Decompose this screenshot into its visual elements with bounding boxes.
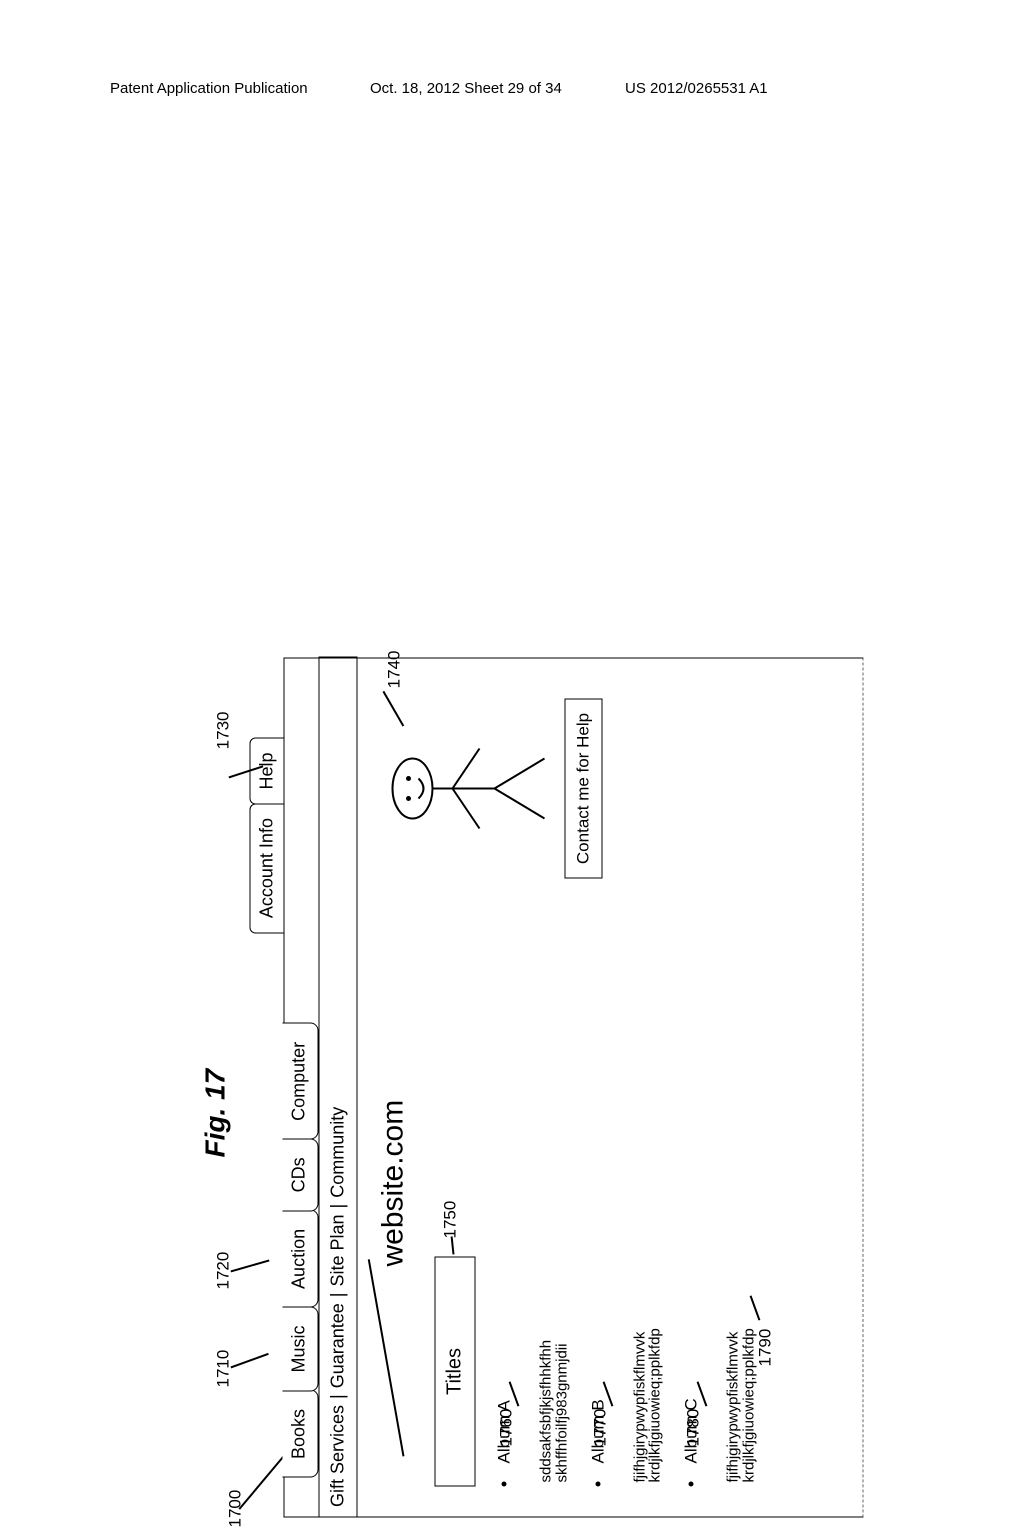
titles-box: Titles <box>435 1257 476 1487</box>
ref-1780: 1780 <box>684 1409 703 1447</box>
header-right: US 2012/0265531 A1 <box>625 80 768 97</box>
ref-1760: 1760 <box>497 1409 516 1447</box>
top-tabs: Account Info Help <box>250 738 284 932</box>
ref-1790: 1790 <box>755 1329 774 1367</box>
tab-auction[interactable]: Auction <box>283 1210 319 1308</box>
subnav-guarantee[interactable]: Guarantee <box>328 1303 349 1388</box>
lead-1710a <box>231 1353 269 1368</box>
tab-music[interactable]: Music <box>283 1306 319 1391</box>
album-a: Album A 1760 sddsakfsbfjkjsfhhkfhhskhffh… <box>495 1187 571 1487</box>
lead-sitename <box>368 1259 404 1456</box>
ref-1730: 1730 <box>214 712 234 750</box>
stickfigure-icon <box>385 729 555 849</box>
contact-help-button[interactable]: Contact me for Help <box>565 699 603 879</box>
tab-computer[interactable]: Computer <box>283 1023 319 1140</box>
header-left: Patent Application Publication <box>110 80 308 97</box>
lead-1750 <box>451 1236 454 1254</box>
album-a-desc: sddsakfsbfjkjsfhhkfhhskhffhfoilfj983gnmj… <box>539 1187 571 1483</box>
figure-17-diagram: Fig. 17 Account Info Help 1700 1710 1720… <box>250 618 900 1518</box>
helper-assistant: Contact me for Help <box>385 699 603 879</box>
ref-1750: 1750 <box>441 1201 461 1239</box>
category-tabs: Books Music Auction CDs Computer <box>283 1023 319 1477</box>
subnav-sep: | <box>328 1293 349 1298</box>
ref-1700: 1700 <box>226 1490 246 1528</box>
tab-help[interactable]: Help <box>250 738 284 805</box>
tab-cds[interactable]: CDs <box>283 1138 319 1211</box>
lead-1720a <box>231 1259 270 1271</box>
album-c: Album C 1780 fjifhjgirypwypfiskflmvvkkrd… <box>682 1187 796 1487</box>
ref-1770: 1770 <box>590 1409 609 1447</box>
lead-1700 <box>239 1455 285 1510</box>
subnav-gift-services[interactable]: Gift Services <box>328 1405 349 1507</box>
header-center: Oct. 18, 2012 Sheet 29 of 34 <box>370 80 562 97</box>
figure-rotated-container: Fig. 17 Account Info Help 1700 1710 1720… <box>575 618 900 1068</box>
subnav-sep: | <box>328 1204 349 1209</box>
tab-books[interactable]: Books <box>283 1390 319 1478</box>
tab-account-info[interactable]: Account Info <box>250 803 284 933</box>
site-name: website.com <box>377 1100 411 1267</box>
subnav-site-plan[interactable]: Site Plan <box>328 1214 349 1286</box>
album-list: Album A 1760 sddsakfsbfjkjsfhhkfhhskhffh… <box>495 1187 804 1487</box>
ref-1710: 1710 <box>214 1350 234 1388</box>
figure-label: Fig. 17 <box>200 1069 232 1158</box>
subnav-sep: | <box>328 1394 349 1399</box>
album-b-desc: fjifhjgirypwypfiskflmvvkkrdjlkfjgiuowieq… <box>632 1187 664 1483</box>
album-c-desc: fjifhjgirypwypfiskflmvvkkrdjlkfjgiuowieq… <box>726 1187 758 1483</box>
album-b: Album B 1770 fjifhjgirypwypfiskflmvvkkrd… <box>588 1187 664 1487</box>
ref-1740: 1740 <box>385 651 405 689</box>
browser-window: Books Music Auction CDs Computer Gift Se… <box>284 658 864 1518</box>
subnav-community[interactable]: Community <box>328 1107 349 1198</box>
subnav-bar: Gift Services | Guarantee | Site Plan | … <box>319 657 358 1518</box>
